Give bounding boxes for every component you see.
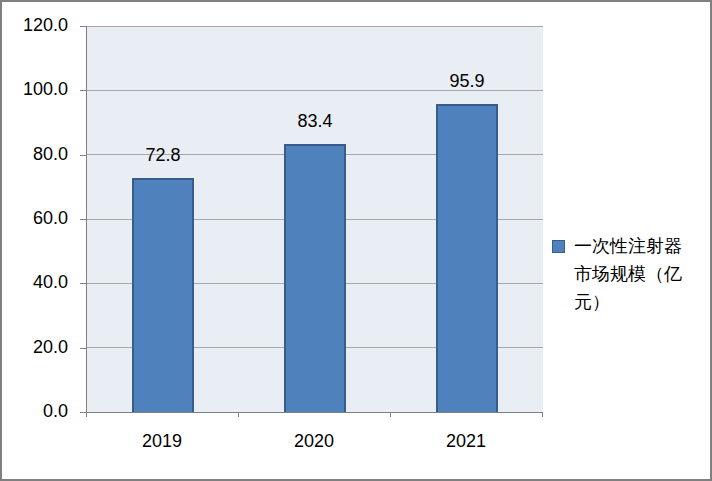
chart-canvas: 72.8 83.4 95.9 一次性注射器市场规模（亿元） 0.0 20.0 40.0 6… <box>0 0 712 481</box>
y-axis-tick-mark <box>80 283 86 284</box>
bar <box>284 144 346 412</box>
y-axis-tick-mark <box>80 26 86 27</box>
x-axis-tick-label: 2020 <box>274 431 354 451</box>
bar <box>132 178 194 412</box>
y-axis-tick-label: 0.0 <box>2 401 68 421</box>
y-axis-tick-mark <box>80 155 86 156</box>
y-axis-tick-label: 40.0 <box>2 272 68 292</box>
y-axis-tick-mark <box>80 348 86 349</box>
bar-data-label: 72.8 <box>123 145 203 165</box>
x-axis-tick-mark <box>390 412 391 417</box>
x-axis-tick-mark <box>542 412 543 417</box>
legend-label: 一次性注射器市场规模（亿元） <box>574 232 692 316</box>
bar-data-label: 95.9 <box>427 71 507 91</box>
legend-marker-icon <box>552 240 565 253</box>
legend: 一次性注射器市场规模（亿元） <box>552 232 692 316</box>
bar <box>436 104 498 412</box>
x-axis-tick-label: 2021 <box>426 431 506 451</box>
x-axis-tick-mark <box>86 412 87 417</box>
y-axis-tick-label: 100.0 <box>2 79 68 99</box>
x-axis-tick-mark <box>238 412 239 417</box>
y-axis-tick-label: 60.0 <box>2 208 68 228</box>
gridline <box>87 26 543 27</box>
y-axis-tick-mark <box>80 90 86 91</box>
y-axis-tick-mark <box>80 219 86 220</box>
bar-data-label: 83.4 <box>275 111 355 131</box>
y-axis-tick-label: 20.0 <box>2 337 68 357</box>
y-axis-tick-label: 120.0 <box>2 15 68 35</box>
y-axis-tick-label: 80.0 <box>2 144 68 164</box>
plot-area: 72.8 83.4 95.9 <box>86 26 543 413</box>
x-axis-tick-label: 2019 <box>122 431 202 451</box>
